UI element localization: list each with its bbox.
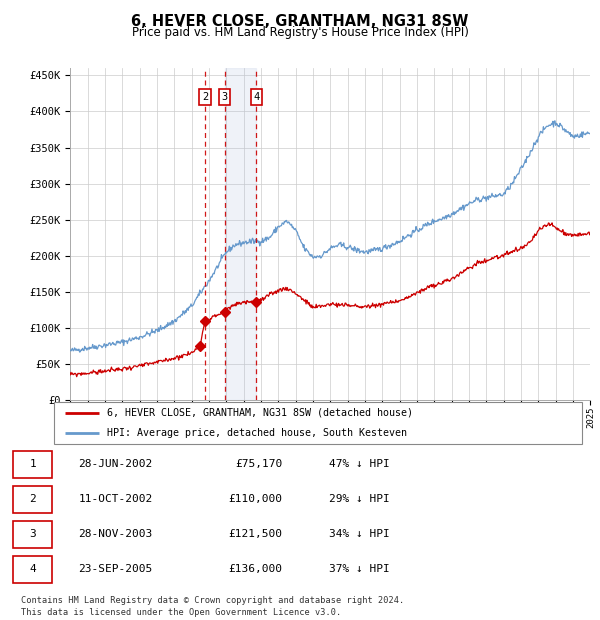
Text: 1: 1 [29,459,36,469]
Text: £121,500: £121,500 [229,529,283,539]
FancyBboxPatch shape [13,451,52,478]
Text: This data is licensed under the Open Government Licence v3.0.: This data is licensed under the Open Gov… [21,608,341,617]
Text: 3: 3 [221,92,228,102]
Text: 28-NOV-2003: 28-NOV-2003 [78,529,152,539]
FancyBboxPatch shape [54,402,582,444]
FancyBboxPatch shape [13,521,52,548]
FancyBboxPatch shape [13,485,52,513]
Text: 6, HEVER CLOSE, GRANTHAM, NG31 8SW: 6, HEVER CLOSE, GRANTHAM, NG31 8SW [131,14,469,29]
Text: Contains HM Land Registry data © Crown copyright and database right 2024.: Contains HM Land Registry data © Crown c… [21,596,404,606]
Text: £136,000: £136,000 [229,564,283,574]
Text: 4: 4 [29,564,36,574]
Bar [224,68,256,400]
Text: 11-OCT-2002: 11-OCT-2002 [78,494,152,504]
Text: 34% ↓ HPI: 34% ↓ HPI [329,529,389,539]
Text: £75,170: £75,170 [235,459,283,469]
Text: 28-JUN-2002: 28-JUN-2002 [78,459,152,469]
Text: 47% ↓ HPI: 47% ↓ HPI [329,459,389,469]
Text: 2: 2 [29,494,36,504]
Text: £110,000: £110,000 [229,494,283,504]
Text: 23-SEP-2005: 23-SEP-2005 [78,564,152,574]
Text: 4: 4 [253,92,259,102]
Text: 2: 2 [202,92,208,102]
Text: 29% ↓ HPI: 29% ↓ HPI [329,494,389,504]
Text: 6, HEVER CLOSE, GRANTHAM, NG31 8SW (detached house): 6, HEVER CLOSE, GRANTHAM, NG31 8SW (deta… [107,408,413,418]
Text: Price paid vs. HM Land Registry's House Price Index (HPI): Price paid vs. HM Land Registry's House … [131,26,469,39]
Text: 37% ↓ HPI: 37% ↓ HPI [329,564,389,574]
Text: HPI: Average price, detached house, South Kesteven: HPI: Average price, detached house, Sout… [107,428,407,438]
Text: 3: 3 [29,529,36,539]
FancyBboxPatch shape [13,556,52,583]
